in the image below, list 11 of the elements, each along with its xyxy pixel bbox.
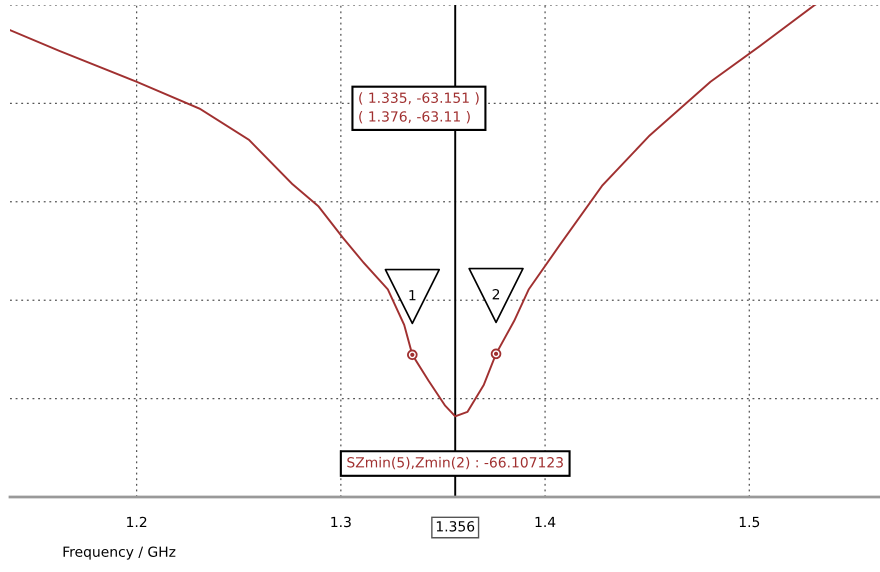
x-axis-title: Frequency / GHz <box>64 546 176 560</box>
annotation: SZmin(5),Zmin(2) : -66.107123 <box>347 456 563 470</box>
x-tick-label: 1.3 <box>331 516 351 528</box>
annotation: 2 <box>492 289 500 300</box>
annotation: 1 <box>409 290 416 300</box>
annotation: ( 1.376, -63.11 ) <box>359 110 470 124</box>
x-tick-label: 1.5 <box>740 516 760 528</box>
ref-line-label: 1.356 <box>436 521 474 532</box>
annotation: ( 1.335, -63.151 ) <box>359 92 479 105</box>
x-tick-label: 1.2 <box>127 516 146 527</box>
x-tick-label: 1.4 <box>536 516 556 527</box>
